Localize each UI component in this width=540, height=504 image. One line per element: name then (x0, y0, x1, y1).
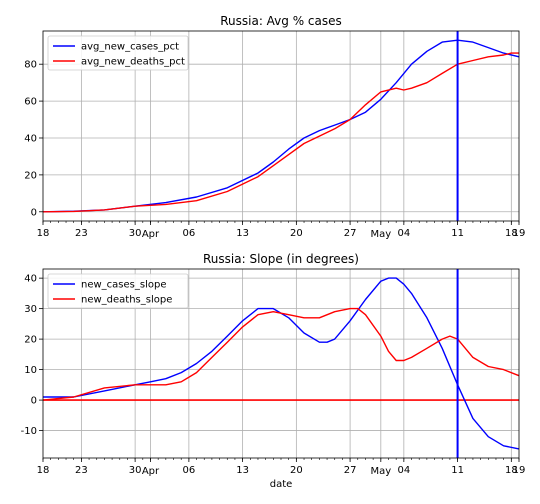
x-tick-label: 18 (505, 465, 518, 476)
x-tick-label: 30 (129, 228, 142, 239)
x-tick-label: 23 (75, 228, 88, 239)
x-tick-label: 18 (37, 465, 50, 476)
y-tick-label: 30 (24, 304, 37, 315)
y-tick-label: 20 (24, 170, 37, 181)
series-line-new_deaths_slope (42, 307, 520, 401)
y-tick-label: 10 (24, 365, 37, 376)
axes-frame (42, 30, 520, 222)
x-tick-label: May (370, 466, 391, 477)
x-tick-label: 27 (344, 465, 357, 476)
x-tick-label: 13 (236, 228, 249, 239)
y-tick-label: -10 (21, 426, 37, 437)
y-tick-label: 60 (24, 97, 37, 108)
x-tick-label: May (370, 229, 391, 240)
y-tick-label: 80 (24, 60, 37, 71)
y-tick-label: 40 (24, 274, 37, 285)
x-tick-label: 20 (290, 465, 303, 476)
series-line-avg_new_deaths_pct (42, 52, 519, 213)
y-tick-label: 20 (24, 335, 37, 346)
y-tick-label: 0 (31, 207, 37, 218)
x-tick-label: 06 (183, 228, 196, 239)
y-tick-label: 40 (24, 133, 37, 144)
x-tick-label: Apr (142, 466, 160, 477)
x-tick-label: 19 (513, 465, 526, 476)
x-tick-label: 04 (397, 228, 410, 239)
axes-frame (42, 268, 520, 459)
x-tick-label: 19 (513, 228, 526, 239)
series-line-new_cases_slope (43, 277, 520, 450)
legend-box (47, 273, 189, 309)
legend-entry: new_cases_slope (81, 280, 166, 291)
chart-avg-pct: Russia: Avg % cases 18 23 30 Apr 06 13 20 27 May… (24, 14, 525, 240)
x-tick-label: 18 (505, 228, 518, 239)
chart-title: Russia: Slope (in degrees) (203, 252, 359, 266)
x-tick-label: 18 (37, 228, 50, 239)
legend-box (47, 35, 189, 71)
x-axis-label: date (270, 479, 293, 490)
x-tick-label: 11 (451, 465, 464, 476)
legend-entry: avg_new_deaths_pct (81, 57, 185, 68)
x-tick-label: 11 (451, 228, 464, 239)
chart-slope: Russia: Slope (in degrees) 18 23 30 Apr 06 13… (21, 252, 526, 477)
legend-entry: avg_new_cases_pct (81, 42, 179, 53)
x-tick-label: 06 (183, 465, 196, 476)
x-tick-label: 20 (290, 228, 303, 239)
chart-title: Russia: Avg % cases (220, 14, 342, 28)
x-tick-label: 23 (75, 465, 88, 476)
x-tick-label: 30 (129, 465, 142, 476)
x-tick-label: Apr (142, 229, 160, 240)
x-tick-label: 13 (236, 465, 249, 476)
y-tick-label: 0 (31, 396, 37, 407)
legend-entry: new_deaths_slope (81, 295, 172, 306)
x-tick-label: 04 (397, 465, 410, 476)
x-tick-label: 27 (344, 228, 357, 239)
